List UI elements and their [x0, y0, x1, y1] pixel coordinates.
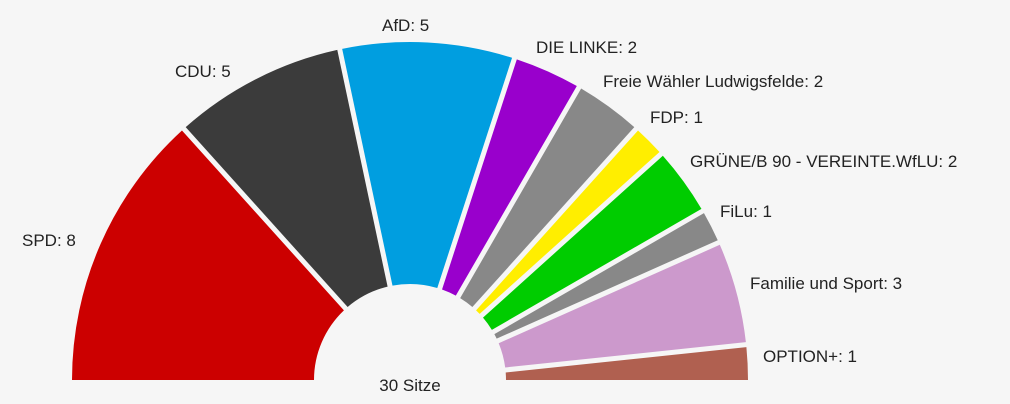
seat-segment-spd [72, 130, 344, 380]
seat-label-gr-ne-b-90-vereinte-wflu: GRÜNE/B 90 - VEREINTE.WfLU: 2 [690, 152, 957, 171]
seat-label-afd: AfD: 5 [382, 16, 429, 35]
seat-segment-option [505, 347, 748, 380]
seat-label-familie-und-sport: Familie und Sport: 3 [750, 274, 902, 293]
seat-segment-familie-und-sport [498, 244, 746, 368]
seat-segment-cdu [185, 49, 388, 308]
seat-label-die-linke: DIE LINKE: 2 [536, 38, 637, 57]
seat-label-option: OPTION+: 1 [763, 347, 857, 366]
seat-label-cdu: CDU: 5 [175, 62, 231, 81]
seat-segment-filu [494, 213, 718, 339]
seat-labels: SPD: 8 CDU: 5 AfD: 5 DIE LINKE: 2 Freie Wähl… [22, 16, 957, 366]
seat-segment-die-linke [442, 59, 577, 296]
seat-segment-afd [342, 42, 513, 288]
seat-segment-gr-ne-b-90-vereinte-wflu [482, 155, 702, 330]
seat-label-spd: SPD: 8 [22, 231, 76, 250]
seat-label-freie-w-hler-ludwigsfelde: Freie Wähler Ludwigsfelde: 2 [603, 72, 823, 91]
seat-segments [72, 42, 748, 380]
seat-segment-fdp [476, 130, 660, 314]
seat-segment-freie-w-hler-ludwigsfelde [460, 88, 635, 308]
total-seats-label: 30 Sitze [379, 376, 440, 395]
seat-label-filu: FiLu: 1 [720, 202, 772, 221]
seat-label-fdp: FDP: 1 [650, 108, 703, 127]
